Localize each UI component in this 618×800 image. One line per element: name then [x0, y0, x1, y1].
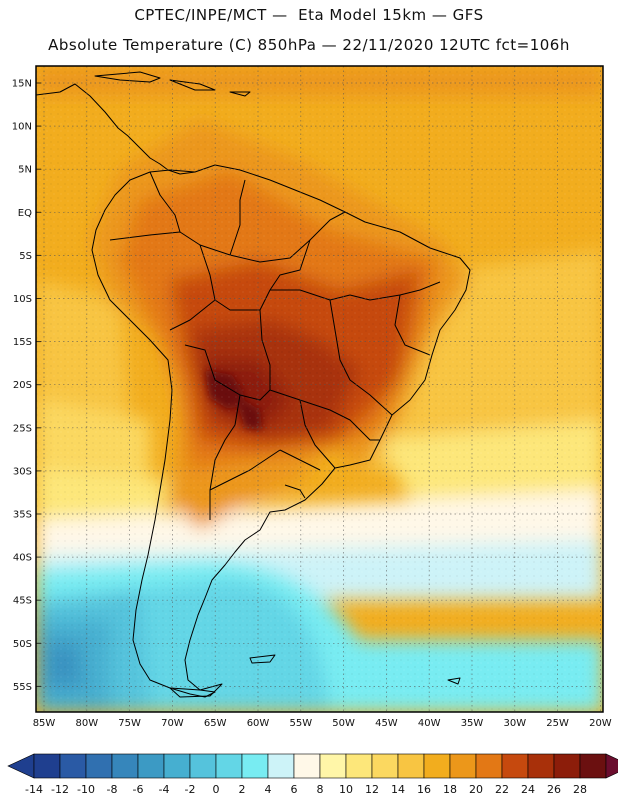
legend-swatch: [345, 753, 373, 779]
legend-label: 6: [291, 783, 298, 796]
lon-label: 30W: [503, 718, 526, 729]
lon-label: 20W: [589, 718, 612, 729]
lat-label: 15N: [12, 79, 32, 90]
lon-label: 60W: [247, 718, 270, 729]
legend-swatch: [189, 753, 217, 779]
legend-label: 16: [417, 783, 431, 796]
lon-label: 80W: [75, 718, 98, 729]
legend-swatch: [475, 753, 503, 779]
lon-label: 55W: [289, 718, 312, 729]
map-subtitle: Absolute Temperature (C) 850hPa — 22/11/…: [48, 36, 570, 54]
lon-label: 75W: [118, 718, 141, 729]
lat-label: 45S: [13, 596, 32, 607]
legend-label: 8: [317, 783, 324, 796]
legend-arrow-left: [7, 753, 35, 779]
lat-label: 30S: [13, 466, 32, 477]
longitude-labels: 85W 80W 75W 70W 65W 60W 55W 50W 45W 40W 35W 30W 25W 2…: [33, 718, 612, 729]
lat-label: 10S: [13, 294, 32, 305]
legend-label: 10: [339, 783, 353, 796]
legend-swatch: [293, 753, 321, 779]
legend-swatch: [423, 753, 451, 779]
coastline-lines: [36, 71, 471, 698]
lat-label: 55S: [13, 682, 32, 693]
temperature-map: 15N 10N 5N EQ 5S 10S 15S 20S 25S 30S 35S 40S 45S 50S 5…: [12, 65, 612, 729]
lon-label: 25W: [546, 718, 569, 729]
legend-swatch: [553, 753, 581, 779]
legend-label: 26: [547, 783, 561, 796]
lon-label: 40W: [418, 718, 441, 729]
legend-label: -12: [51, 783, 69, 796]
legend-swatch: [267, 753, 295, 779]
legend-label: -4: [159, 783, 170, 796]
legend-swatch: [241, 753, 269, 779]
lon-label: 85W: [33, 718, 56, 729]
lat-label: 10N: [12, 122, 32, 133]
legend-label: 0: [213, 783, 220, 796]
lon-label: 50W: [332, 718, 355, 729]
legend-swatch: [33, 753, 61, 779]
lon-label: 45W: [375, 718, 398, 729]
legend-label: -6: [133, 783, 144, 796]
map-title: CPTEC/INPE/MCT — Eta Model 15km — GFS: [134, 6, 484, 24]
legend-label: -14: [25, 783, 43, 796]
legend-swatch: [449, 753, 477, 779]
lat-lon-grid: [36, 66, 603, 712]
legend-swatch: [163, 753, 191, 779]
temperature-field: [36, 66, 603, 712]
legend-swatch: [501, 753, 529, 779]
lon-label: 70W: [161, 718, 184, 729]
legend-swatch: [397, 753, 425, 779]
lat-label: 20S: [13, 380, 32, 391]
lat-label: 5N: [18, 165, 32, 176]
lat-label: EQ: [18, 208, 32, 219]
legend-label: 2: [239, 783, 246, 796]
legend-swatch: [111, 753, 139, 779]
color-legend: -14 -12 -10 -8 -6 -4 -2 0 2 4 6 8 10 12 14 16 18 20 22 24 26…: [7, 753, 618, 796]
legend-swatch: [371, 753, 399, 779]
lon-label: 35W: [461, 718, 484, 729]
legend-label: 18: [443, 783, 457, 796]
legend-label: 4: [265, 783, 272, 796]
lat-label: 40S: [13, 553, 32, 564]
legend-label: -2: [185, 783, 196, 796]
lon-label: 65W: [204, 718, 227, 729]
legend-swatch: [85, 753, 113, 779]
legend-label: -10: [77, 783, 95, 796]
legend-swatch: [579, 753, 607, 779]
lat-label: 35S: [13, 510, 32, 521]
legend-label: 28: [573, 783, 587, 796]
legend-swatch: [527, 753, 555, 779]
legend-label: 20: [469, 783, 483, 796]
legend-swatch: [137, 753, 165, 779]
lat-label: 50S: [13, 639, 32, 650]
legend-label: 22: [495, 783, 509, 796]
plot-frame: [35, 65, 604, 713]
legend-swatch: [215, 753, 243, 779]
legend-label: 12: [365, 783, 379, 796]
legend-swatch: [319, 753, 347, 779]
legend-swatch: [59, 753, 87, 779]
legend-arrow-right: [605, 753, 618, 779]
lat-label: 25S: [13, 423, 32, 434]
legend-label: 24: [521, 783, 535, 796]
latitude-labels: 15N 10N 5N EQ 5S 10S 15S 20S 25S 30S 35S 40S 45S 50S 5…: [12, 79, 32, 693]
lat-label: 15S: [13, 337, 32, 348]
legend-label: -8: [107, 783, 118, 796]
legend-label: 14: [391, 783, 405, 796]
lat-label: 5S: [19, 251, 32, 262]
